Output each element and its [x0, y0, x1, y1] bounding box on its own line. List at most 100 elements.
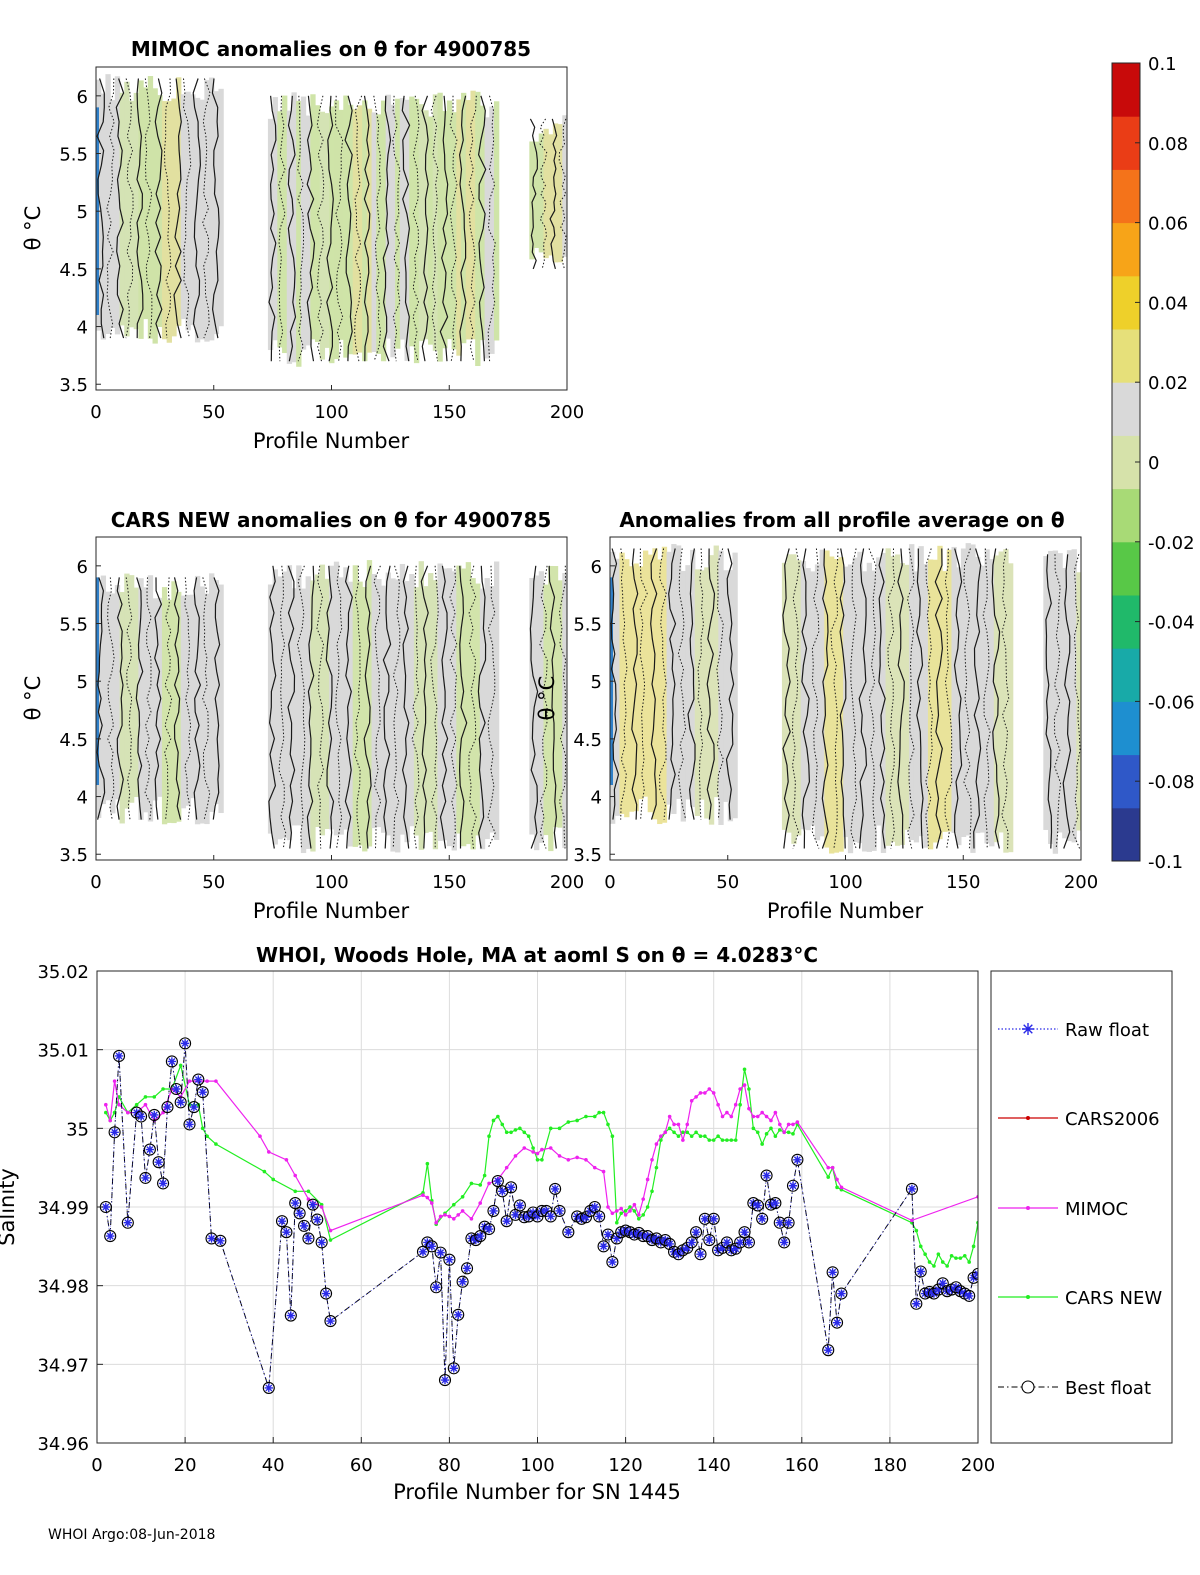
contour-line [529, 565, 539, 849]
point-mimoc [694, 1095, 698, 1099]
point-mimoc [650, 1158, 654, 1162]
point-cars-new [606, 1122, 610, 1127]
point-cars-new [491, 1118, 496, 1123]
contour-line [639, 548, 648, 820]
point-cars-new [835, 1185, 839, 1190]
point-mimoc [421, 1193, 425, 1197]
contour-line [1045, 554, 1053, 849]
panel-mimoc: MIMOC anomalies on θ for 4900785 0 50 100 1… [21, 37, 584, 453]
heatmap-column [218, 88, 224, 327]
heatmap-column [296, 565, 302, 826]
heatmap-column [937, 545, 943, 840]
y-tick-label: 3.5 [59, 375, 88, 396]
point-best-float [491, 1174, 504, 1188]
point-best-float [280, 1226, 293, 1239]
salinity-xlabel: Profile Number for SN 1445 [393, 1480, 681, 1504]
carsnew-heatmap [96, 560, 567, 854]
point-cars-new [271, 1177, 276, 1182]
point-best-float [905, 1182, 918, 1195]
point-cars-new [535, 1158, 540, 1162]
heatmap-column [114, 76, 121, 335]
colorbar-tick-label: 0.06 [1148, 214, 1188, 235]
point-cars-new [777, 1128, 782, 1132]
point-best-float [179, 1037, 192, 1050]
carsnew-title: CARS NEW anomalies on θ for 4900785 [111, 508, 552, 532]
heatmap-column [333, 100, 340, 360]
mimoc-ylabel: θ °C [21, 206, 45, 251]
heatmap-column [385, 94, 391, 339]
contour-line [1053, 554, 1062, 849]
x-tick-label: 60 [350, 1455, 373, 1476]
legend-label: MIMOC [1065, 1199, 1128, 1220]
contour-line [610, 548, 620, 820]
contour-line [830, 548, 839, 849]
point-best-float [157, 1177, 170, 1190]
heatmap-column [390, 104, 396, 358]
contour-line [991, 548, 1001, 849]
point-best-float [275, 1215, 289, 1228]
contour-line [878, 548, 886, 849]
legend-item: Best float [998, 1378, 1151, 1399]
heatmap-column [538, 571, 545, 843]
x-tick-label: 100 [314, 402, 348, 423]
heatmap-column [428, 573, 434, 832]
point-mimoc [777, 1122, 782, 1127]
point-mimoc [112, 1079, 117, 1083]
point-best-float [320, 1287, 333, 1300]
contour-line [934, 548, 944, 849]
heatmap-column [543, 128, 549, 259]
colorbar-band [1112, 541, 1140, 596]
heatmap-column [614, 558, 621, 816]
heatmap-column [894, 554, 901, 846]
point-mimoc [187, 1079, 192, 1083]
heatmap-column [475, 91, 481, 367]
point-best-float [284, 1309, 297, 1322]
colorbar-bands [1112, 63, 1140, 862]
point-mimoc [707, 1087, 712, 1091]
point-cars-new [619, 1211, 623, 1216]
point-mimoc [830, 1165, 835, 1170]
point-best-float [447, 1362, 460, 1375]
point-cars-new [460, 1194, 465, 1199]
contour-line [677, 548, 687, 820]
heatmap-column [329, 106, 335, 364]
heatmap-column [143, 87, 149, 320]
point-cars-new [764, 1132, 769, 1136]
contour-line [363, 565, 372, 849]
colorbar-tick-label: 0 [1148, 453, 1159, 474]
contour-line [439, 95, 449, 362]
heatmap-column [871, 570, 877, 851]
heatmap-column [432, 580, 439, 850]
heatmap-column [272, 569, 278, 845]
heatmap-column [461, 568, 467, 847]
point-cars-new [425, 1161, 430, 1166]
contour-line [335, 565, 343, 849]
point-mimoc [566, 1158, 571, 1162]
point-best-float [487, 1204, 500, 1217]
contour-line [296, 565, 306, 849]
heatmap-column [909, 544, 915, 841]
point-mimoc [504, 1165, 509, 1170]
point-cars-new [522, 1130, 527, 1135]
contour-line [306, 95, 316, 362]
contour-line [430, 95, 439, 362]
contour-line [982, 548, 991, 849]
heatmap-column [128, 100, 135, 328]
y-tick-label: 4.5 [573, 730, 602, 751]
heatmap-column [913, 571, 920, 843]
heatmap-column [347, 581, 354, 847]
heatmap-column [475, 583, 481, 836]
point-mimoc [632, 1202, 637, 1207]
heatmap-column [557, 580, 563, 828]
y-tick-label: 3.5 [573, 845, 602, 866]
point-best-float [425, 1240, 438, 1253]
heatmap-column [847, 564, 854, 854]
contour-line [144, 577, 152, 820]
heatmap-column [852, 557, 858, 843]
heatmap-column [147, 575, 154, 822]
contour-line [953, 548, 963, 849]
heatmap-column [786, 554, 792, 833]
point-best-float [694, 1248, 707, 1261]
x-tick-label: 80 [438, 1455, 461, 1476]
heatmap-column [1043, 556, 1049, 830]
